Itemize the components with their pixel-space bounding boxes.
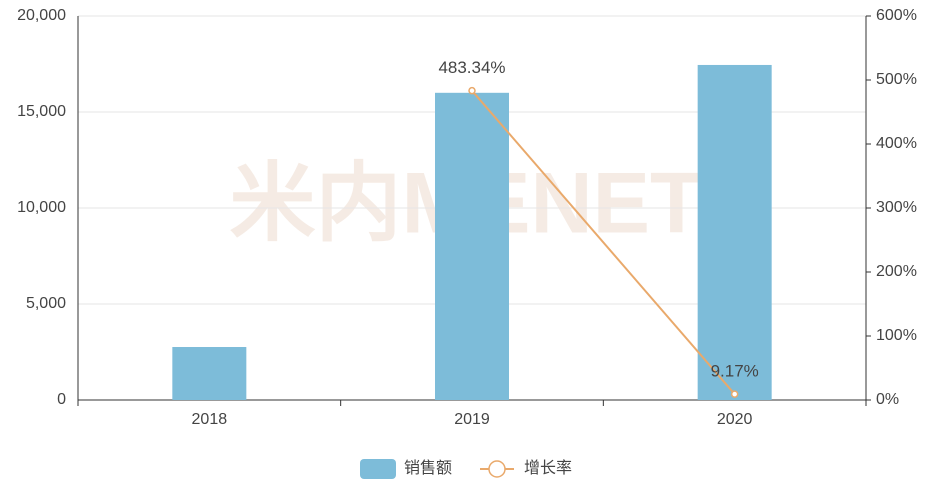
x-tick-label: 2019 bbox=[454, 411, 490, 428]
bar bbox=[697, 64, 772, 401]
legend-label: 销售额 bbox=[404, 459, 452, 477]
y2-tick-label: 200% bbox=[876, 263, 917, 280]
y-tick-label: 5,000 bbox=[26, 295, 66, 312]
legend-swatch bbox=[488, 460, 506, 478]
y2-tick-label: 600% bbox=[876, 7, 917, 24]
y2-tick-label: 300% bbox=[876, 199, 917, 216]
legend-label: 增长率 bbox=[524, 459, 572, 477]
x-tick-label: 2018 bbox=[192, 411, 228, 428]
data-label: 9.17% bbox=[711, 362, 759, 381]
y2-tick-label: 0% bbox=[876, 391, 899, 408]
y2-tick-label: 100% bbox=[876, 327, 917, 344]
line-point bbox=[730, 390, 739, 398]
y-tick-label: 10,000 bbox=[17, 199, 66, 216]
data-label: 483.34% bbox=[438, 58, 505, 77]
line-point bbox=[468, 86, 476, 95]
y-tick-label: 15,000 bbox=[17, 103, 66, 120]
bar bbox=[435, 92, 509, 401]
line bbox=[471, 90, 736, 395]
legend-swatch bbox=[360, 459, 396, 479]
bar bbox=[172, 347, 247, 400]
y-tick-label: 20,000 bbox=[17, 7, 66, 24]
y-tick-label: 0 bbox=[57, 391, 66, 408]
x-tick-label: 2020 bbox=[717, 411, 753, 428]
y2-tick-label: 400% bbox=[876, 135, 917, 152]
y2-tick-label: 500% bbox=[876, 71, 917, 88]
